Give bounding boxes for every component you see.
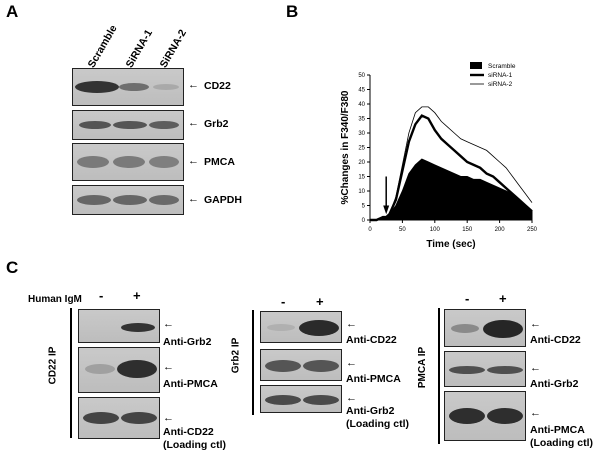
x-tick-label: 0 — [368, 227, 372, 233]
g3-label-3: Anti-PMCA — [530, 424, 585, 436]
legend-label: siRNA-2 — [488, 81, 513, 88]
g2-minus: - — [281, 294, 286, 309]
y-tick-label: 45 — [358, 88, 365, 94]
g2-arrow-3: ← — [346, 392, 357, 404]
arrow-grb2: ← — [188, 117, 199, 129]
g1-arrow-1: ← — [163, 318, 174, 330]
g1-bracket — [70, 308, 72, 438]
g2-ip-label: Grb2 IP — [230, 337, 242, 374]
g3-bracket — [438, 308, 440, 444]
g2-blot-1 — [260, 311, 342, 343]
g3-blot-1 — [444, 309, 526, 347]
g1-label-2: Anti-PMCA — [163, 378, 218, 390]
blot-gapdh — [72, 185, 184, 215]
g1-plus: + — [133, 288, 141, 303]
y-tick-label: 50 — [358, 73, 365, 79]
label-gapdh: GAPDH — [204, 194, 242, 206]
g3-blot-2 — [444, 351, 526, 387]
y-tick-label: 40 — [358, 102, 365, 108]
label-pmca: PMCA — [204, 156, 235, 168]
treatment-label: Human IgM — [28, 294, 82, 305]
arrow-gapdh: ← — [188, 193, 199, 205]
g1-label-1: Anti-Grb2 — [163, 336, 212, 348]
y-tick-label: 35 — [358, 117, 365, 123]
label-grb2: Grb2 — [204, 118, 229, 130]
g3-ip-label: PMCA IP — [417, 346, 429, 389]
g2-blot-2 — [260, 349, 342, 381]
x-tick-label: 50 — [399, 227, 406, 233]
arrow-cd22: ← — [188, 79, 199, 91]
g1-arrow-3: ← — [163, 412, 174, 424]
g3-arrow-1: ← — [530, 318, 541, 330]
g1-loading: (Loading ctl) — [163, 439, 226, 451]
g3-blot-3 — [444, 391, 526, 441]
g2-loading: (Loading ctl) — [346, 418, 409, 430]
g1-blot-1 — [78, 309, 160, 343]
x-tick-label: 200 — [495, 227, 506, 233]
blot-grb2 — [72, 110, 184, 140]
blot-cd22 — [72, 68, 184, 106]
g2-bracket — [252, 310, 254, 415]
legend-label: siRNA-1 — [488, 72, 513, 79]
x-axis-title: Time (sec) — [426, 239, 475, 250]
lane-label-sirna-1: SiRNA-1 — [123, 27, 156, 70]
g1-blot-3 — [78, 397, 160, 439]
g2-label-2: Anti-PMCA — [346, 373, 401, 385]
g3-arrow-2: ← — [530, 362, 541, 374]
legend-swatch-scramble — [470, 62, 482, 69]
blot-pmca — [72, 143, 184, 181]
g2-blot-3 — [260, 385, 342, 413]
g1-arrow-2: ← — [163, 361, 174, 373]
x-tick-label: 250 — [527, 227, 538, 233]
y-tick-label: 25 — [358, 146, 365, 152]
g3-label-2: Anti-Grb2 — [530, 378, 579, 390]
g2-label-3: Anti-Grb2 — [346, 405, 395, 417]
panel-a-letter: A — [6, 2, 19, 21]
g3-minus: - — [465, 291, 470, 306]
g1-blot-2 — [78, 347, 160, 393]
panel-c-letter: C — [6, 258, 19, 277]
panel-b-letter: B — [286, 2, 299, 21]
g2-arrow-1: ← — [346, 318, 357, 330]
y-axis-title: %Changes in F340/F380 — [340, 90, 351, 204]
label-cd22: CD22 — [204, 80, 231, 92]
g2-arrow-2: ← — [346, 357, 357, 369]
lane-label-scramble: Scramble — [85, 23, 120, 70]
y-tick-label: 20 — [358, 160, 365, 166]
g2-label-1: Anti-CD22 — [346, 334, 397, 346]
g1-label-3: Anti-CD22 — [163, 426, 214, 438]
y-tick-label: 30 — [358, 131, 365, 137]
x-tick-label: 150 — [462, 227, 473, 233]
g3-plus: + — [499, 291, 507, 306]
lane-label-sirna-2: SiRNA-2 — [157, 27, 190, 70]
y-tick-label: 10 — [358, 189, 365, 195]
y-tick-label: 0 — [362, 218, 366, 224]
stimulus-arrow-head — [383, 205, 390, 215]
g2-plus: + — [316, 294, 324, 309]
g1-minus: - — [99, 288, 104, 303]
x-tick-label: 100 — [430, 227, 441, 233]
g1-ip-label: CD22 IP — [47, 346, 59, 385]
calcium-chart: 0 50 100 150 200 250 0 5 10 15 20 25 30 35 40 45 50 Time … — [340, 62, 538, 250]
legend-label: Scramble — [488, 63, 516, 70]
y-tick-label: 5 — [362, 204, 366, 210]
series-sirna-2-line — [370, 106, 533, 221]
y-tick-label: 15 — [358, 175, 365, 181]
arrow-pmca: ← — [188, 155, 199, 167]
g3-arrow-3: ← — [530, 407, 541, 419]
g3-loading: (Loading ctl) — [530, 437, 593, 449]
g3-label-1: Anti-CD22 — [530, 334, 581, 346]
